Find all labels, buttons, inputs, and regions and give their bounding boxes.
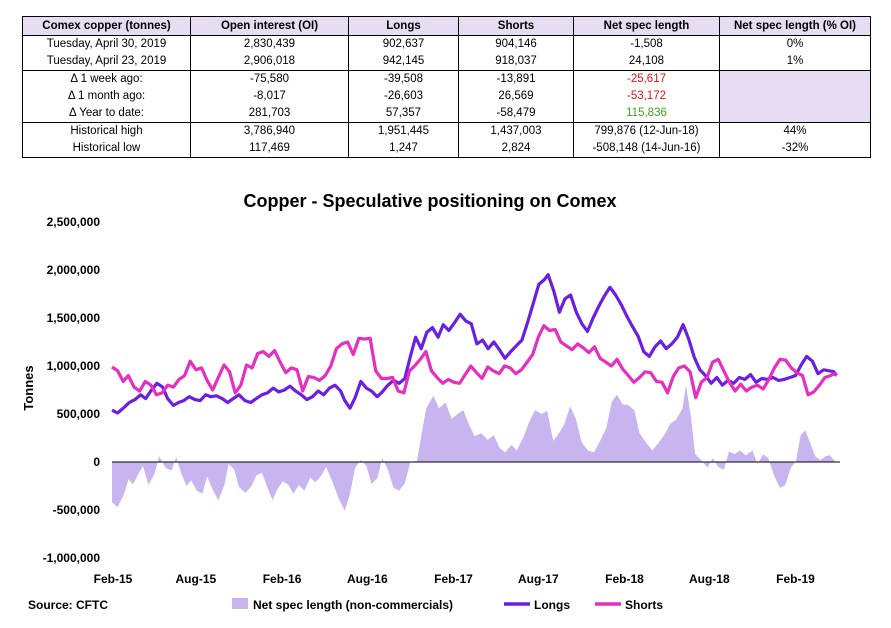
table-cell: 904,146 xyxy=(458,35,574,53)
table-row: Δ 1 month ago: -8,017 -26,603 26,569 -53… xyxy=(22,88,871,105)
y-axis-title: Tonnes xyxy=(21,365,36,410)
y-tick-label: -1,000,000 xyxy=(43,551,101,565)
net-spec-length-area xyxy=(112,385,837,511)
table-cell: 942,145 xyxy=(348,53,459,71)
table-cell: 902,637 xyxy=(348,35,459,53)
table-cell: Historical low xyxy=(22,140,191,158)
table-row: Tuesday, April 30, 2019 2,830,439 902,63… xyxy=(22,35,871,53)
table-cell: Δ Year to date: xyxy=(22,105,191,123)
table-cell: 115,836 xyxy=(573,105,720,123)
table-cell: 24,108 xyxy=(573,53,720,71)
shorts-line xyxy=(111,324,838,400)
table-row: Δ 1 week ago: -75,580 -39,508 -13,891 -2… xyxy=(22,70,871,88)
table-cell: -25,617 xyxy=(573,70,720,88)
legend-label-shorts: Shorts xyxy=(625,598,663,612)
legend-label-longs: Longs xyxy=(534,598,570,612)
chart-title: Copper - Speculative positioning on Come… xyxy=(243,191,616,211)
column-header: Open interest (OI) xyxy=(190,16,349,36)
series-lines-layer xyxy=(111,273,838,415)
legend-label-net-spec: Net spec length (non-commercials) xyxy=(253,598,453,612)
x-tick-label: Feb-15 xyxy=(94,572,133,586)
table-cell: Historical high xyxy=(22,122,191,140)
table-cell: -75,580 xyxy=(190,70,349,88)
table-row: Historical low 117,469 1,247 2,824 -508,… xyxy=(22,140,871,158)
table-row: Historical high 3,786,940 1,951,445 1,43… xyxy=(22,122,871,140)
y-tick-label: 0 xyxy=(93,455,100,469)
table-cell: 2,824 xyxy=(458,140,574,158)
table-cell: 799,876 (12-Jun-18) xyxy=(573,122,720,140)
x-tick-label: Aug-18 xyxy=(689,572,730,586)
chart-legend: Net spec length (non-commercials) Longs Sh… xyxy=(232,598,663,612)
column-header: Comex copper (tonnes) xyxy=(22,16,191,36)
table-cell: 2,830,439 xyxy=(190,35,349,53)
positioning-table: Comex copper (tonnes) Open interest (OI)… xyxy=(22,16,871,158)
table-cell: 0% xyxy=(719,35,871,53)
x-tick-label: Feb-16 xyxy=(263,572,302,586)
table-cell: -26,603 xyxy=(348,88,459,105)
column-header: Net spec length (% OI) xyxy=(719,16,871,36)
table-cell: 3,786,940 xyxy=(190,122,349,140)
table-cell: -39,508 xyxy=(348,70,459,88)
x-tick-label: Aug-16 xyxy=(347,572,388,586)
y-tick-label: 2,500,000 xyxy=(47,215,101,229)
y-tick-label: 1,500,000 xyxy=(47,311,101,325)
x-tick-label: Feb-19 xyxy=(776,572,815,586)
net-spec-area-layer xyxy=(112,385,837,511)
legend-swatch-net-spec xyxy=(232,598,248,609)
column-header: Net spec length xyxy=(573,16,720,36)
table-cell: 26,569 xyxy=(458,88,574,105)
x-tick-label: Feb-17 xyxy=(434,572,473,586)
table-cell: 1% xyxy=(719,53,871,71)
table-header-row: Comex copper (tonnes) Open interest (OI)… xyxy=(22,16,871,36)
table-cell: Tuesday, April 23, 2019 xyxy=(22,53,191,71)
table-row: Δ Year to date: 281,703 57,357 -58,479 1… xyxy=(22,105,871,123)
table-cell: -508,148 (14-Jun-16) xyxy=(573,140,720,158)
longs-line xyxy=(111,273,838,415)
table-cell: 44% xyxy=(719,122,871,140)
table-cell: 1,951,445 xyxy=(348,122,459,140)
x-tick-labels: Feb-15 Aug-15 Feb-16 Aug-16 Feb-17 Aug-17 Feb-… xyxy=(94,572,815,586)
y-tick-label: -500,000 xyxy=(53,503,101,517)
table-cell xyxy=(719,88,871,105)
table-cell: 918,037 xyxy=(458,53,574,71)
table-cell: -58,479 xyxy=(458,105,574,123)
x-tick-label: Aug-15 xyxy=(176,572,217,586)
source-note: Source: CFTC xyxy=(28,598,108,612)
table-cell: Δ 1 month ago: xyxy=(22,88,191,105)
table-row: Tuesday, April 23, 2019 2,906,018 942,14… xyxy=(22,53,871,71)
y-tick-label: 500,000 xyxy=(57,407,101,421)
table-cell: 117,469 xyxy=(190,140,349,158)
table-cell: -8,017 xyxy=(190,88,349,105)
y-tick-label: 1,000,000 xyxy=(47,359,101,373)
table-cell: Δ 1 week ago: xyxy=(22,70,191,88)
table-cell: -32% xyxy=(719,140,871,158)
table-cell: -1,508 xyxy=(573,35,720,53)
column-header: Shorts xyxy=(458,16,574,36)
x-tick-label: Aug-17 xyxy=(518,572,559,586)
y-tick-labels: -1,000,000 -500,000 0 500,000 1,000,000 1,500… xyxy=(43,215,101,565)
y-tick-label: 2,000,000 xyxy=(47,263,101,277)
table-cell xyxy=(719,70,871,88)
table-cell: Tuesday, April 30, 2019 xyxy=(22,35,191,53)
table-cell: -13,891 xyxy=(458,70,574,88)
table-cell xyxy=(719,105,871,123)
x-tick-label: Feb-18 xyxy=(605,572,644,586)
table-cell: -53,172 xyxy=(573,88,720,105)
column-header: Longs xyxy=(348,16,459,36)
